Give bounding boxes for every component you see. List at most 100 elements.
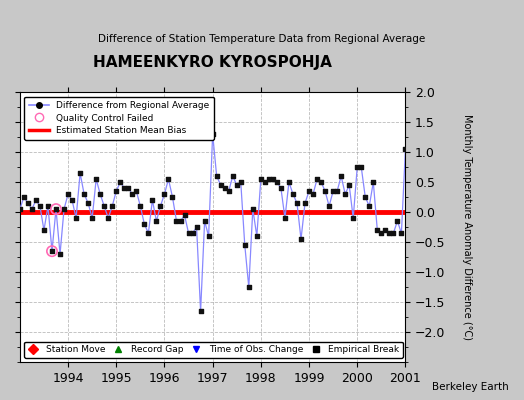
Point	[68, 197, 77, 203]
Point	[389, 230, 398, 236]
Point	[48, 248, 56, 254]
Text: Difference of Station Temperature Data from Regional Average: Difference of Station Temperature Data f…	[99, 34, 425, 44]
Point	[305, 188, 313, 194]
Point	[265, 176, 273, 182]
Point	[341, 191, 350, 197]
Point	[24, 200, 32, 206]
Point	[120, 185, 128, 191]
Point	[413, 191, 422, 197]
Point	[52, 206, 60, 212]
Point	[248, 206, 257, 212]
Point	[313, 176, 321, 182]
Point	[176, 218, 184, 224]
Point	[293, 200, 301, 206]
Point	[116, 179, 125, 185]
Point	[241, 242, 249, 248]
Point	[365, 203, 374, 209]
Point	[337, 173, 345, 179]
Point	[64, 191, 72, 197]
Point	[301, 200, 309, 206]
Point	[245, 284, 253, 290]
Point	[152, 218, 161, 224]
Point	[156, 203, 165, 209]
Point	[56, 251, 64, 257]
Point	[52, 206, 60, 212]
Point	[209, 131, 217, 137]
Point	[136, 203, 145, 209]
Point	[236, 179, 245, 185]
Point	[353, 164, 362, 170]
Point	[124, 185, 133, 191]
Point	[433, 215, 442, 221]
Point	[369, 179, 377, 185]
Point	[60, 206, 68, 212]
Point	[357, 164, 365, 170]
Point	[361, 194, 369, 200]
Point	[148, 197, 157, 203]
Point	[325, 203, 333, 209]
Point	[417, 200, 425, 206]
Point	[76, 170, 84, 176]
Point	[272, 179, 281, 185]
Point	[128, 191, 137, 197]
Point	[224, 188, 233, 194]
Point	[204, 233, 213, 239]
Point	[100, 203, 108, 209]
Point	[84, 200, 92, 206]
Point	[409, 182, 418, 188]
Point	[393, 218, 401, 224]
Point	[441, 224, 450, 230]
Point	[112, 188, 121, 194]
Point	[381, 227, 389, 233]
Point	[160, 191, 169, 197]
Point	[429, 209, 438, 215]
Point	[385, 230, 394, 236]
Point	[168, 194, 177, 200]
Legend: Station Move, Record Gap, Time of Obs. Change, Empirical Break: Station Move, Record Gap, Time of Obs. C…	[25, 342, 403, 358]
Point	[253, 233, 261, 239]
Point	[72, 215, 80, 221]
Point	[421, 194, 430, 200]
Point	[96, 191, 104, 197]
Point	[425, 200, 434, 206]
Point	[144, 230, 152, 236]
Point	[329, 188, 337, 194]
Point	[277, 185, 285, 191]
Point	[180, 212, 189, 218]
Title: HAMEENKYRO KYROSPOHJA: HAMEENKYRO KYROSPOHJA	[93, 55, 332, 70]
Point	[184, 230, 193, 236]
Point	[377, 230, 386, 236]
Point	[438, 200, 446, 206]
Point	[281, 215, 289, 221]
Point	[373, 227, 381, 233]
Point	[80, 191, 89, 197]
Point	[257, 176, 265, 182]
Text: Berkeley Earth: Berkeley Earth	[432, 382, 508, 392]
Point	[212, 173, 221, 179]
Point	[28, 206, 36, 212]
Point	[32, 197, 40, 203]
Point	[397, 230, 406, 236]
Point	[333, 188, 341, 194]
Point	[44, 203, 52, 209]
Point	[309, 191, 317, 197]
Point	[297, 236, 305, 242]
Point	[108, 203, 116, 209]
Point	[233, 182, 241, 188]
Point	[285, 179, 293, 185]
Point	[216, 182, 225, 188]
Point	[289, 191, 297, 197]
Point	[349, 215, 357, 221]
Point	[269, 176, 277, 182]
Point	[196, 308, 205, 314]
Point	[20, 194, 28, 200]
Point	[260, 179, 269, 185]
Point	[140, 221, 149, 227]
Point	[192, 224, 201, 230]
Point	[104, 215, 113, 221]
Point	[405, 188, 413, 194]
Y-axis label: Monthly Temperature Anomaly Difference (°C): Monthly Temperature Anomaly Difference (…	[462, 114, 472, 340]
Point	[317, 179, 325, 185]
Point	[36, 203, 44, 209]
Point	[172, 218, 181, 224]
